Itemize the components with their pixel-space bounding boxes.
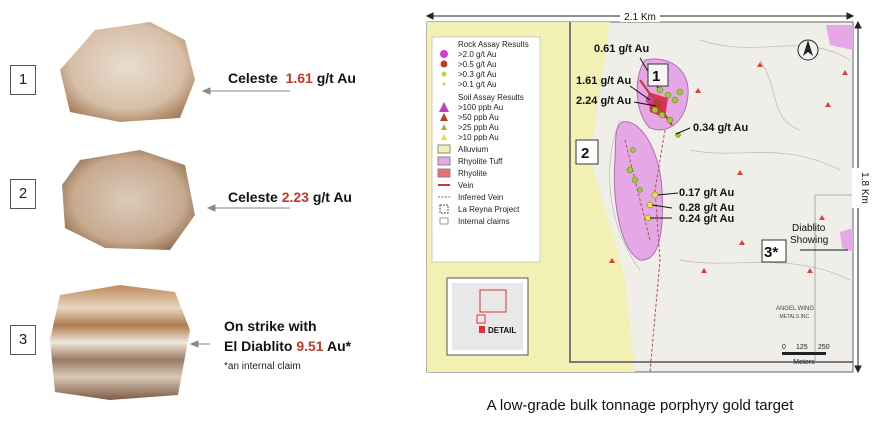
rhyolite-tuff <box>840 228 853 252</box>
rhyolite-tuff <box>826 25 853 50</box>
sample-name: El Diablito <box>224 338 293 354</box>
inset-label: DETAIL <box>488 326 516 335</box>
scale-bar <box>782 352 826 355</box>
sample-name: Celeste <box>228 70 278 86</box>
legend-symbol <box>440 113 448 121</box>
legend-label: Alluvium <box>458 145 489 154</box>
legend-heading: Soil Assay Results <box>458 93 524 102</box>
inset-map <box>452 283 523 350</box>
arrows <box>189 87 290 348</box>
sample-intro: On strike with <box>224 318 317 334</box>
legend-items: Rock Assay Results>2.0 g/t Au>0.5 g/t Au… <box>437 40 529 226</box>
legend-label: Rhyolite <box>458 169 487 178</box>
legend-label: Inferred Vein <box>458 193 503 202</box>
legend-label: Internal claims <box>458 217 510 226</box>
legend-symbol <box>439 204 449 214</box>
rock-photo <box>50 285 190 400</box>
legend-label: >25 ppb Au <box>458 123 499 132</box>
legend-label: Vein <box>458 181 474 190</box>
target-label: 3* <box>764 244 778 261</box>
scale-label: 0 <box>782 344 786 351</box>
showing-label: Showing <box>790 235 828 246</box>
sample-number: 3 <box>10 325 36 355</box>
sample-number: 2 <box>10 179 36 209</box>
inset-detail <box>479 289 507 313</box>
inset-detail <box>479 326 485 333</box>
sample-unit: g/t Au <box>316 70 356 86</box>
legend-symbol <box>439 217 449 225</box>
legend-symbol <box>441 134 447 140</box>
sample-label: Celeste 2.23 g/t Au <box>228 189 352 205</box>
caption: A low-grade bulk tonnage porphyry gold t… <box>486 397 794 414</box>
sample-unit: g/t Au <box>312 189 352 205</box>
sample-label: El Diablito 9.51 Au* <box>224 338 351 354</box>
legend-symbol <box>437 168 451 178</box>
dimension-label-bg <box>852 168 864 208</box>
legend-label: La Reyna Project <box>458 205 520 214</box>
legend-label: Rhyolite Tuff <box>458 157 503 166</box>
sample-name: Celeste <box>228 189 278 205</box>
sample-label: Celeste 1.61 g/t Au <box>228 70 356 86</box>
contours <box>609 39 851 281</box>
legend-symbol <box>437 144 451 154</box>
legend-label: >0.5 g/t Au <box>458 60 496 69</box>
assay-label: 0.17 g/t Au <box>679 187 734 199</box>
north-arrow <box>803 40 813 56</box>
assay-label: 0.34 g/t Au <box>693 122 748 134</box>
soil-samples <box>609 62 848 273</box>
scale-label: 125 <box>796 344 808 351</box>
scale-label: 250 <box>818 344 830 351</box>
assay-label: 0.61 g/t Au <box>594 43 649 55</box>
sample-unit: Au* <box>326 338 352 354</box>
rock-panel <box>50 22 290 400</box>
assay-label: 0.24 g/t Au <box>679 213 734 225</box>
legend-symbol <box>442 82 446 86</box>
legend-label: >2.0 g/t Au <box>458 50 496 59</box>
company-name: METALS INC. <box>779 314 810 320</box>
rock-photo <box>60 22 195 122</box>
inset-detail <box>476 314 486 324</box>
legend-symbol <box>439 102 449 112</box>
target-label: 2 <box>581 145 589 162</box>
legend-label: >100 ppb Au <box>458 103 503 112</box>
claim-boundary <box>814 194 853 362</box>
showing-label: Diablito <box>792 223 826 234</box>
legend-symbol <box>441 71 447 77</box>
target-label: 1 <box>652 68 660 85</box>
assay-labels: 0.61 g/t Au 1.61 g/t Au 2.24 g/t Au 0.34… <box>576 43 748 225</box>
scale-label: Meters <box>793 359 815 366</box>
dimension-label: 1.8 Km <box>859 172 870 204</box>
dimension-label-bg <box>620 10 660 22</box>
sample-grade: 9.51 <box>296 338 324 354</box>
dimension-label: 2.1 Km <box>624 12 656 23</box>
rock-photo <box>62 150 195 250</box>
legend-label: >50 ppb Au <box>458 113 499 122</box>
legend-symbol <box>441 124 447 130</box>
assay-label: 0.28 g/t Au <box>679 202 734 214</box>
sample-grade: 2.23 <box>281 189 309 205</box>
map: 0.61 g/t Au 1.61 g/t Au 2.24 g/t Au 0.34… <box>425 10 870 374</box>
rock-samples <box>626 86 684 222</box>
legend-heading: Rock Assay Results <box>458 40 529 49</box>
sample-grade: 1.61 <box>285 70 313 86</box>
footnote: *an internal claim <box>224 361 301 372</box>
legend-label: >0.1 g/t Au <box>458 80 496 89</box>
sample-number: 1 <box>10 65 36 95</box>
assay-label: 2.24 g/t Au <box>576 95 631 107</box>
project-boundary <box>569 22 853 363</box>
targets: 1 2 3* <box>575 63 787 263</box>
assay-label: 1.61 g/t Au <box>576 75 631 87</box>
legend-label: >10 ppb Au <box>458 133 499 142</box>
company-name: ANGEL WING <box>776 306 814 312</box>
legend-symbol <box>437 156 451 166</box>
legend-symbol <box>440 60 448 68</box>
legend-symbol <box>440 50 448 58</box>
legend-label: >0.3 g/t Au <box>458 70 496 79</box>
